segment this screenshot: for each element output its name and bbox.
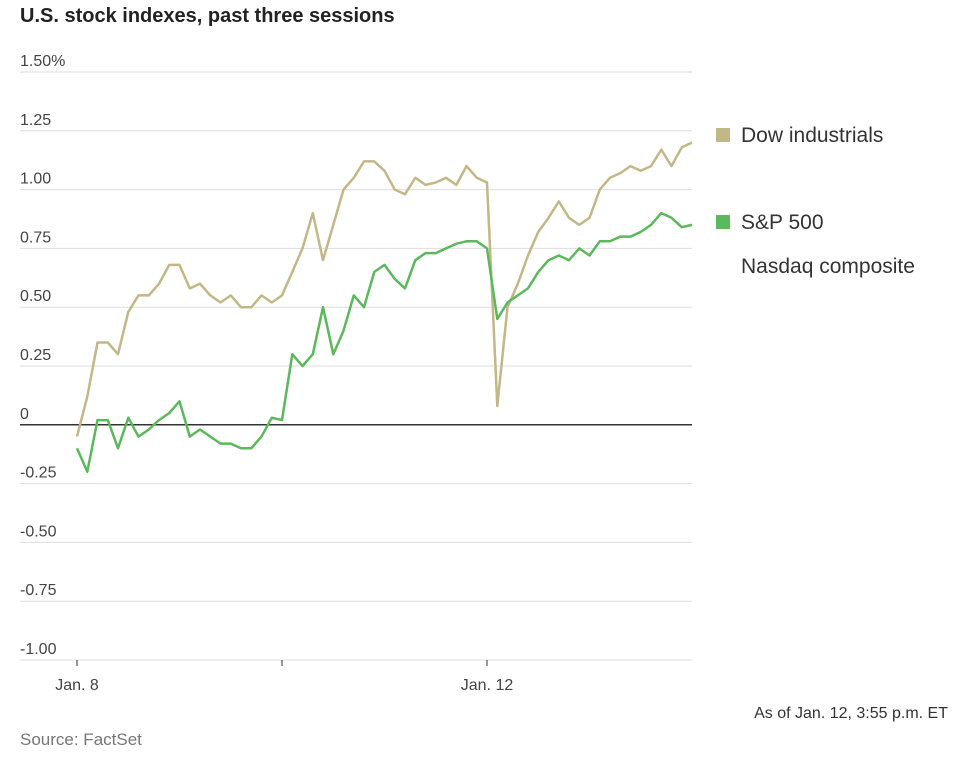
as-of-note: As of Jan. 12, 3:55 p.m. ET: [754, 705, 948, 722]
chart-title: U.S. stock indexes, past three sessions: [20, 5, 395, 27]
x-tick-label: Jan. 8: [55, 677, 99, 694]
y-tick-label: 0.50: [20, 288, 51, 305]
y-tick-label: 0.75: [20, 229, 51, 246]
y-tick-label: 1.25: [20, 112, 51, 129]
series-line: [75, 211, 693, 474]
y-tick-label: -0.25: [20, 465, 57, 482]
legend-label: S&P 500: [741, 211, 824, 234]
y-tick-label: 0: [20, 406, 29, 423]
legend-swatch: [716, 128, 730, 142]
legend-swatch: [716, 215, 730, 229]
legend-label: Dow industrials: [741, 124, 883, 147]
series-line: [75, 141, 693, 437]
y-tick-label: 1.50%: [20, 53, 65, 70]
source: Source: FactSet: [20, 730, 142, 749]
y-tick-label: 1.00: [20, 171, 51, 188]
y-tick-label: -1.00: [20, 641, 57, 658]
y-tick-label: -0.75: [20, 582, 57, 599]
y-tick-label: -0.50: [20, 523, 57, 540]
legend-label: Nasdaq composite: [741, 255, 915, 278]
y-tick-label: 0.25: [20, 347, 51, 364]
x-tick-label: Jan. 12: [461, 677, 514, 694]
